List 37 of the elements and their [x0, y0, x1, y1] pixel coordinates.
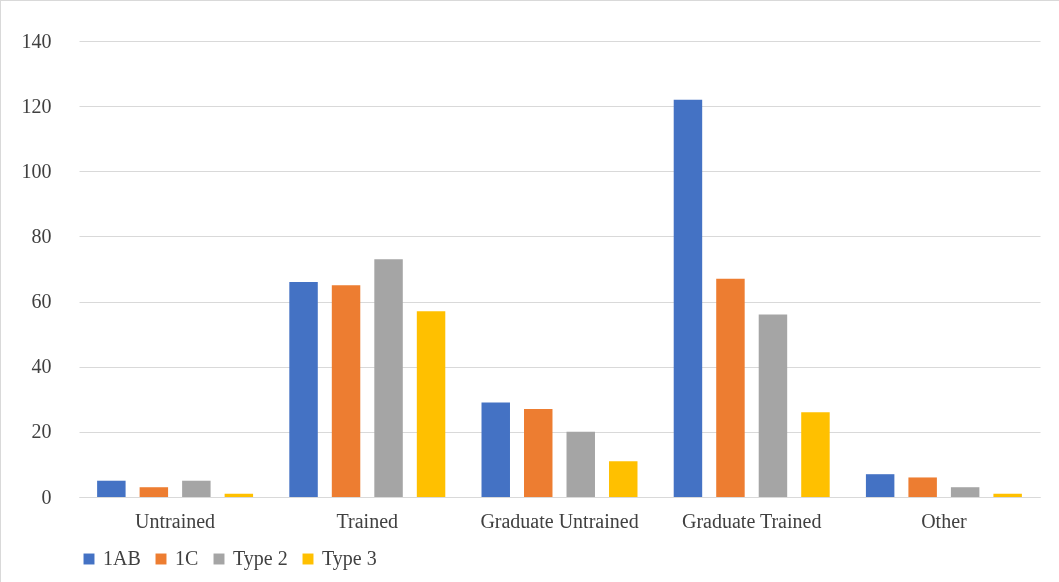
bar	[182, 480, 211, 497]
x-tick-label: Graduate Untrained	[480, 509, 639, 532]
bar	[331, 285, 361, 497]
legend-label: 1AB	[103, 547, 141, 569]
legend-label: 1C	[175, 547, 199, 569]
bar	[97, 480, 126, 497]
legend-label: Type 3	[322, 547, 377, 570]
x-tick-label: Other	[921, 509, 967, 532]
y-tick-label: 40	[31, 355, 52, 378]
bar	[224, 493, 254, 497]
bar	[673, 99, 703, 497]
y-tick-label: 80	[31, 224, 52, 247]
bar	[950, 487, 980, 497]
bar	[566, 431, 595, 497]
bar	[374, 259, 403, 497]
y-tick-label: 140	[21, 29, 52, 52]
x-tick-label: Trained	[336, 509, 399, 532]
y-tick-label: 100	[21, 159, 52, 182]
bar	[524, 409, 553, 497]
bar	[481, 402, 510, 497]
x-tick-label: Untrained	[135, 509, 216, 532]
bar	[993, 493, 1022, 497]
y-tick-label: 60	[31, 290, 52, 313]
bar	[908, 477, 937, 497]
y-tick-label: 20	[31, 420, 52, 443]
bar	[139, 487, 169, 497]
bar	[801, 412, 830, 497]
x-tick-label: Graduate Trained	[681, 509, 822, 532]
bar	[609, 461, 638, 497]
bar	[289, 282, 318, 497]
bar	[416, 311, 446, 497]
legend-label: Type 2	[233, 547, 288, 570]
y-tick-label: 0	[41, 485, 52, 508]
y-tick-label: 120	[21, 94, 52, 117]
bar	[865, 474, 895, 497]
bar	[758, 314, 788, 497]
bar	[716, 278, 745, 497]
